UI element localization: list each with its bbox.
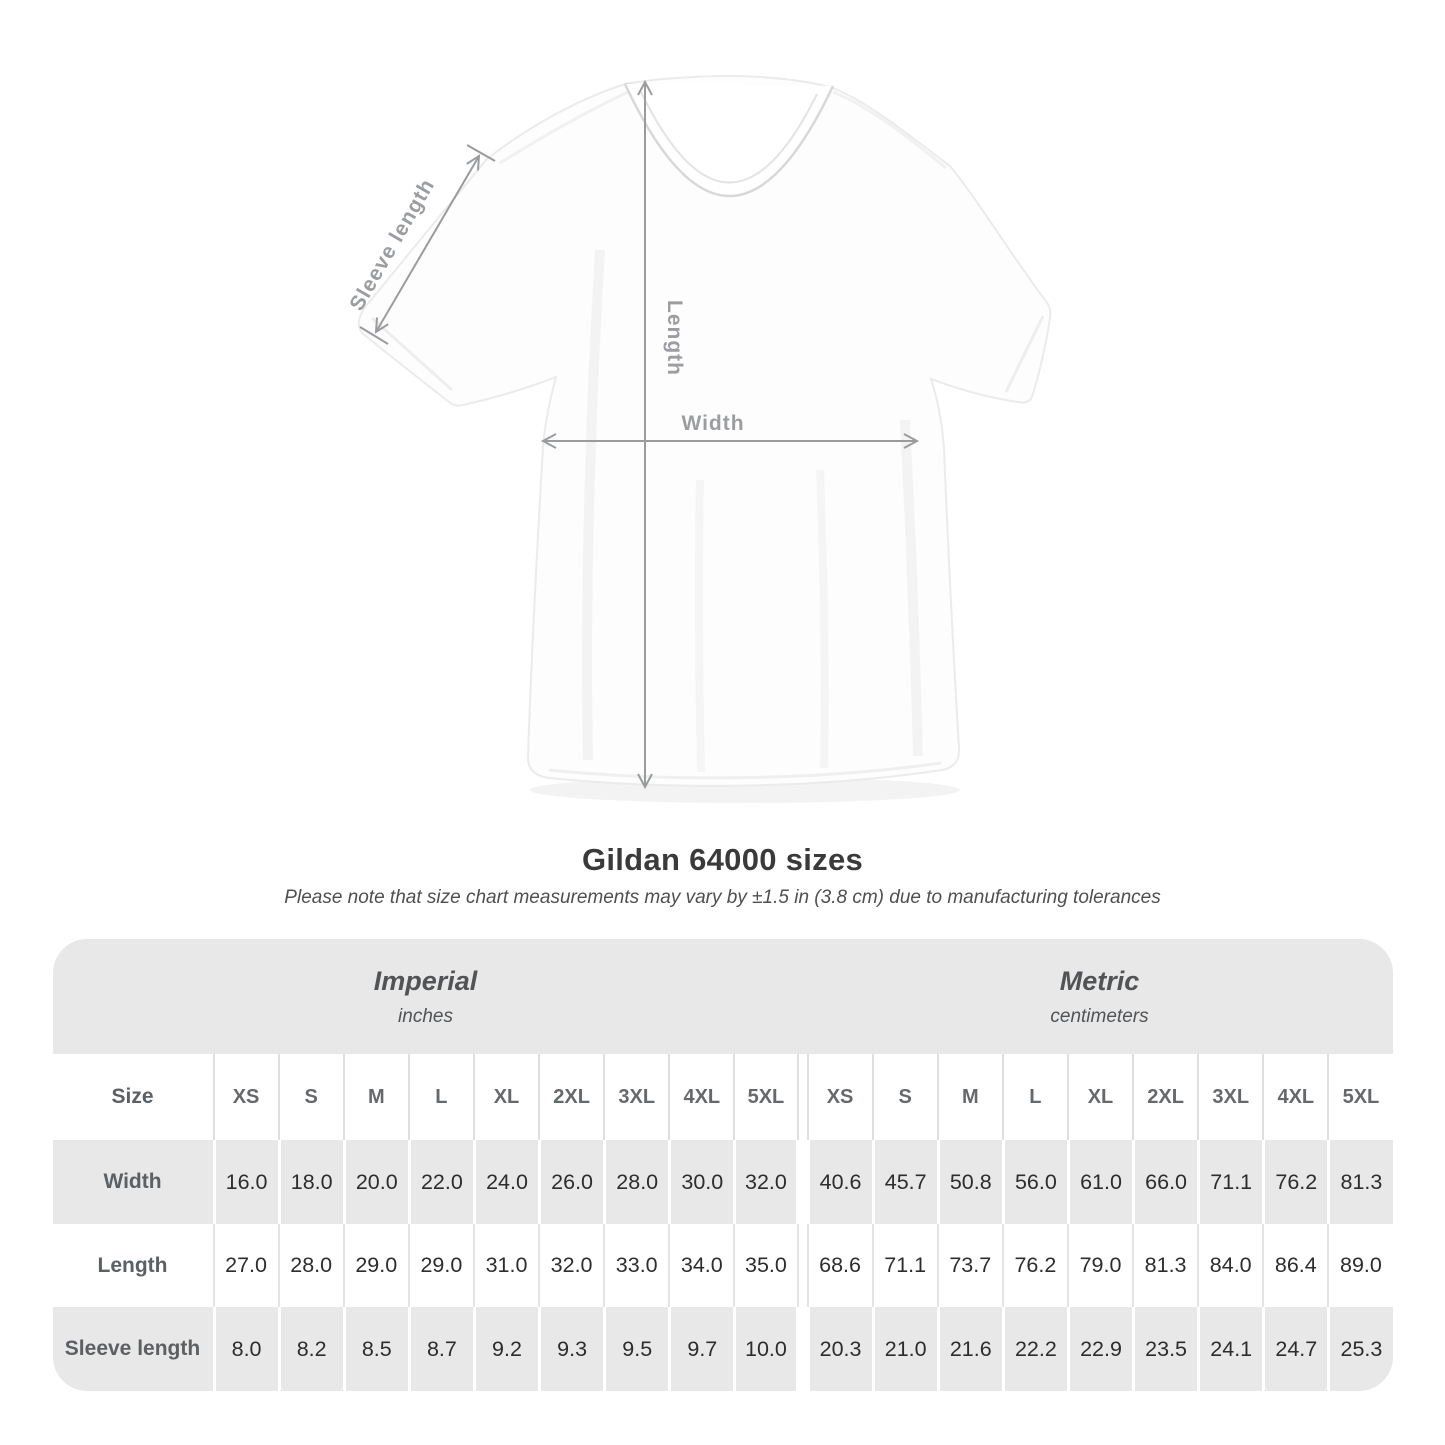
table-cell-metric: 22.2 xyxy=(1001,1307,1067,1391)
size-col-header-metric: XS xyxy=(806,1054,872,1140)
table-cell-imperial: 35.0 xyxy=(733,1224,799,1307)
size-col-header-imperial: L xyxy=(407,1054,473,1140)
table-cell-imperial: 33.0 xyxy=(603,1224,669,1307)
table-cell-imperial: 9.7 xyxy=(668,1307,734,1391)
size-col-header-metric: XL xyxy=(1066,1054,1133,1140)
metric-unit: centimeters xyxy=(1050,1005,1149,1027)
table-cell-metric: 79.0 xyxy=(1066,1224,1133,1307)
table-cell-metric: 23.5 xyxy=(1132,1307,1198,1391)
table-cell-metric: 61.0 xyxy=(1066,1140,1133,1224)
size-col-header-metric: 5XL xyxy=(1327,1054,1393,1140)
unit-divider xyxy=(798,1054,807,1140)
size-col-header-imperial: XS xyxy=(212,1054,278,1140)
table-cell-imperial: 34.0 xyxy=(668,1224,734,1307)
size-col-header-metric: M xyxy=(936,1054,1002,1140)
row-label: Width xyxy=(52,1140,213,1224)
imperial-title: Imperial xyxy=(373,965,478,996)
tshirt-photo xyxy=(357,74,1052,787)
table-cell-imperial: 10.0 xyxy=(733,1307,799,1391)
table-cell-imperial: 8.2 xyxy=(277,1307,343,1391)
table-cell-imperial: 9.3 xyxy=(538,1307,604,1391)
table-cell-metric: 20.3 xyxy=(806,1307,872,1391)
tshirt-measurement-diagram: Sleeve length Length Width xyxy=(345,74,1052,803)
size-col-header-metric: L xyxy=(1001,1054,1067,1140)
size-col-header-metric: 2XL xyxy=(1132,1054,1198,1140)
size-col-header-imperial: S xyxy=(277,1054,343,1140)
size-col-header-metric: S xyxy=(871,1054,937,1140)
width-arrow xyxy=(540,433,920,449)
imperial-unit: inches xyxy=(398,1005,453,1027)
tshirt-collar xyxy=(623,82,835,198)
unit-divider xyxy=(798,1307,807,1391)
row-label: Length xyxy=(52,1224,213,1307)
unit-divider xyxy=(798,1224,807,1307)
table-cell-imperial: 8.0 xyxy=(212,1307,278,1391)
table-cell-metric: 71.1 xyxy=(1197,1140,1263,1224)
table-cell-metric: 66.0 xyxy=(1132,1140,1198,1224)
table-cell-imperial: 8.7 xyxy=(407,1307,473,1391)
size-col-header-imperial: 2XL xyxy=(538,1054,604,1140)
table-cell-metric: 73.7 xyxy=(936,1224,1002,1307)
table-cell-imperial: 24.0 xyxy=(472,1140,539,1224)
table-cell-metric: 76.2 xyxy=(1262,1140,1328,1224)
size-col-header-imperial: M xyxy=(342,1054,408,1140)
table-cell-metric: 86.4 xyxy=(1262,1224,1328,1307)
length-arrow xyxy=(637,79,653,790)
table-cell-imperial: 26.0 xyxy=(538,1140,604,1224)
table-cell-imperial: 18.0 xyxy=(277,1140,343,1224)
table-cell-imperial: 9.5 xyxy=(603,1307,669,1391)
table-cell-metric: 68.6 xyxy=(806,1224,872,1307)
size-col-header-imperial: XL xyxy=(472,1054,539,1140)
row-label: Sleeve length xyxy=(52,1307,213,1391)
table-cell-metric: 45.7 xyxy=(871,1140,937,1224)
tolerance-note: Please note that size chart measurements… xyxy=(284,887,1161,908)
imperial-header: Imperial inches xyxy=(52,939,799,1054)
table-cell-metric: 89.0 xyxy=(1327,1224,1393,1307)
table-cell-imperial: 32.0 xyxy=(538,1224,604,1307)
header-band-divider xyxy=(798,939,807,1054)
size-col-header-imperial: 5XL xyxy=(733,1054,799,1140)
table-cell-imperial: 29.0 xyxy=(407,1224,473,1307)
table-cell-metric: 56.0 xyxy=(1001,1140,1067,1224)
size-col-header-metric: 3XL xyxy=(1197,1054,1263,1140)
table-cell-imperial: 32.0 xyxy=(733,1140,799,1224)
table-cell-metric: 84.0 xyxy=(1197,1224,1263,1307)
metric-title: Metric xyxy=(1059,965,1140,996)
size-col-header-imperial: 3XL xyxy=(603,1054,669,1140)
table-cell-metric: 71.1 xyxy=(871,1224,937,1307)
table-cell-metric: 22.9 xyxy=(1066,1307,1133,1391)
table-cell-imperial: 20.0 xyxy=(342,1140,408,1224)
table-cell-imperial: 29.0 xyxy=(342,1224,408,1307)
table-cell-metric: 25.3 xyxy=(1327,1307,1393,1391)
table-cell-imperial: 31.0 xyxy=(472,1224,539,1307)
length-label: Length xyxy=(663,300,686,376)
size-col-header-imperial: 4XL xyxy=(668,1054,734,1140)
table-cell-imperial: 16.0 xyxy=(212,1140,278,1224)
table-cell-imperial: 22.0 xyxy=(407,1140,473,1224)
table-cell-imperial: 27.0 xyxy=(212,1224,278,1307)
table-cell-imperial: 9.2 xyxy=(472,1307,539,1391)
sleeve-length-arrow xyxy=(359,144,496,345)
metric-header: Metric centimeters xyxy=(806,939,1393,1054)
size-chart-table: Imperial inches Metric centimeters Size X… xyxy=(52,939,1393,1391)
table-cell-metric: 21.6 xyxy=(936,1307,1002,1391)
unit-divider xyxy=(798,1140,807,1224)
table-cell-metric: 24.7 xyxy=(1262,1307,1328,1391)
table-cell-imperial: 8.5 xyxy=(342,1307,408,1391)
size-col-header-metric: 4XL xyxy=(1262,1054,1328,1140)
table-cell-imperial: 28.0 xyxy=(603,1140,669,1224)
table-cell-metric: 24.1 xyxy=(1197,1307,1263,1391)
table-cell-metric: 40.6 xyxy=(806,1140,872,1224)
table-cell-imperial: 30.0 xyxy=(668,1140,734,1224)
table-cell-metric: 81.3 xyxy=(1327,1140,1393,1224)
size-row-label: Size xyxy=(52,1054,213,1140)
table-cell-metric: 76.2 xyxy=(1001,1224,1067,1307)
table-cell-metric: 21.0 xyxy=(871,1307,937,1391)
width-label: Width xyxy=(681,412,744,435)
table-cell-metric: 50.8 xyxy=(936,1140,1002,1224)
table-cell-imperial: 28.0 xyxy=(277,1224,343,1307)
table-cell-metric: 81.3 xyxy=(1132,1224,1198,1307)
page-title: Gildan 64000 sizes xyxy=(581,842,864,877)
